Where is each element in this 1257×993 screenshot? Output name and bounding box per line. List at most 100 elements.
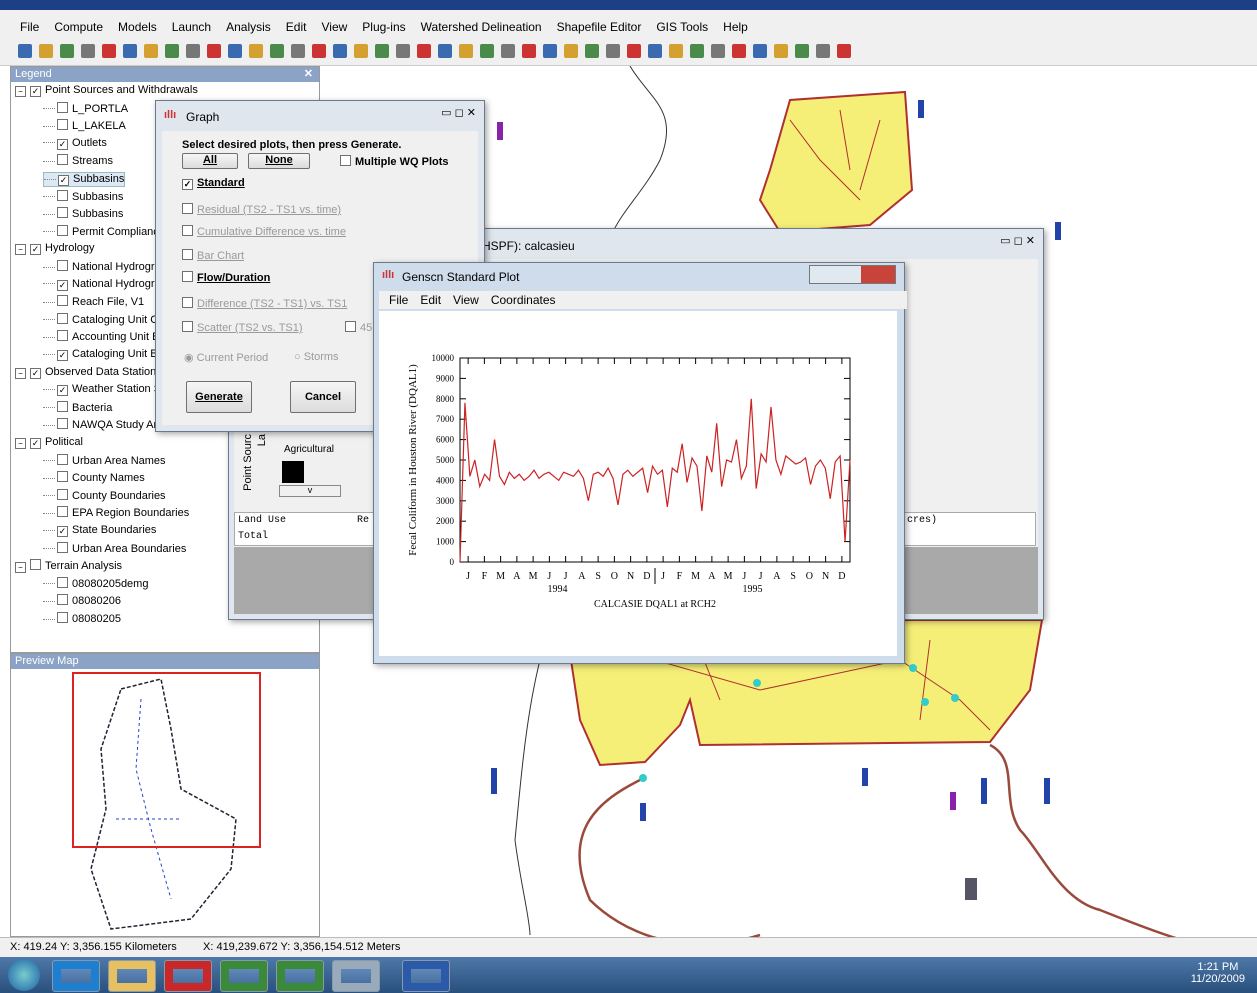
checkbox[interactable]: [57, 312, 68, 324]
legend-item[interactable]: Permit Compliance S: [43, 224, 175, 238]
checkbox[interactable]: ✓: [57, 350, 68, 361]
generate-button[interactable]: Generate: [186, 381, 252, 413]
tool-icon[interactable]: [522, 44, 536, 58]
task-button[interactable]: [52, 960, 100, 992]
checkbox[interactable]: [57, 119, 68, 131]
window-controls[interactable]: ▭ ◻ ✕: [1000, 235, 1035, 247]
legend-item[interactable]: Subbasins: [43, 189, 123, 203]
window-controls[interactable]: [809, 265, 896, 284]
checkbox[interactable]: [57, 612, 68, 623]
checkbox[interactable]: ✓: [30, 244, 41, 256]
tool-icon[interactable]: [417, 44, 431, 58]
checkbox[interactable]: [57, 471, 68, 483]
tab[interactable]: La: [256, 434, 268, 447]
legend-item[interactable]: 08080205: [43, 612, 121, 625]
checkbox[interactable]: ✓: [58, 175, 69, 186]
tool-icon[interactable]: [60, 44, 74, 58]
expander[interactable]: −: [15, 562, 26, 574]
tool-icon[interactable]: [711, 44, 725, 58]
checkbox[interactable]: [57, 541, 68, 553]
legend-item[interactable]: Bacteria: [43, 400, 112, 414]
checkbox[interactable]: [57, 189, 68, 201]
tool-icon[interactable]: [270, 44, 284, 58]
menu-item[interactable]: Launch: [171, 20, 212, 34]
tool-icon[interactable]: [753, 44, 767, 58]
menu-item[interactable]: Watershed Delineation: [420, 20, 542, 34]
checkbox[interactable]: ✓: [57, 138, 68, 150]
checkbox[interactable]: [57, 260, 68, 271]
checkbox[interactable]: [57, 576, 68, 588]
task-button[interactable]: [108, 960, 156, 992]
checkbox[interactable]: [57, 101, 68, 113]
checkbox[interactable]: [57, 506, 68, 518]
all-button[interactable]: All: [182, 153, 238, 169]
expander[interactable]: −: [15, 438, 26, 449]
checkbox[interactable]: [57, 594, 68, 606]
legend-item[interactable]: Urban Area Boundaries: [43, 541, 186, 555]
checkbox[interactable]: [30, 559, 41, 571]
plot-option[interactable]: Flow/Duration: [182, 271, 270, 284]
tool-icon[interactable]: [816, 44, 830, 58]
tool-icon[interactable]: [291, 44, 305, 58]
tool-icon[interactable]: [732, 44, 746, 58]
checkbox[interactable]: ✓: [30, 367, 41, 379]
multiple-checkbox[interactable]: Multiple WQ Plots: [340, 155, 449, 168]
tool-icon[interactable]: [165, 44, 179, 58]
tool-icon[interactable]: [459, 44, 473, 58]
checkbox[interactable]: [57, 453, 68, 465]
legend-item[interactable]: National Hydrograp: [43, 260, 167, 273]
task-button[interactable]: [332, 960, 380, 992]
start-button[interactable]: [8, 959, 40, 991]
none-button[interactable]: None: [248, 153, 310, 169]
legend-item[interactable]: Urban Area Names: [43, 453, 166, 467]
expander[interactable]: −: [15, 367, 26, 379]
legend-item[interactable]: Reach File, V1: [43, 295, 144, 308]
tab[interactable]: Point Sourc: [242, 434, 254, 491]
legend-item[interactable]: Accounting Unit Bou: [43, 330, 172, 343]
menu-item[interactable]: Edit: [285, 20, 307, 34]
menu-item[interactable]: Edit: [420, 293, 442, 307]
tool-icon[interactable]: [774, 44, 788, 58]
checkbox[interactable]: ✓: [57, 279, 68, 291]
close[interactable]: ✕: [303, 68, 313, 80]
tool-icon[interactable]: [354, 44, 368, 58]
tool-icon[interactable]: [375, 44, 389, 58]
menu-item[interactable]: View: [321, 20, 348, 34]
checkbox[interactable]: [57, 418, 68, 430]
menu-item[interactable]: GIS Tools: [656, 20, 709, 34]
radio[interactable]: ◉ Current Period: [184, 352, 269, 364]
expander[interactable]: −: [15, 244, 26, 256]
task-button[interactable]: [402, 960, 450, 992]
tool-icon[interactable]: [837, 44, 851, 58]
checkbox[interactable]: [57, 207, 68, 219]
legend-item[interactable]: ✓ Subbasins: [43, 172, 126, 187]
checkbox[interactable]: ✓: [57, 385, 68, 397]
tool-icon[interactable]: [39, 44, 53, 58]
tool-icon[interactable]: [207, 44, 221, 58]
legend-item[interactable]: 08080206: [43, 594, 121, 607]
checkbox[interactable]: [57, 154, 68, 166]
menu-item[interactable]: Help: [723, 20, 748, 34]
task-button[interactable]: [276, 960, 324, 992]
tool-icon[interactable]: [627, 44, 641, 58]
menu-item[interactable]: File: [389, 293, 409, 307]
tool-icon[interactable]: [690, 44, 704, 58]
checkbox[interactable]: [57, 224, 68, 236]
tool-icon[interactable]: [669, 44, 683, 58]
plot-option[interactable]: ✓ Standard: [182, 177, 245, 190]
tool-icon[interactable]: [18, 44, 32, 58]
tool-icon[interactable]: [585, 44, 599, 58]
legend-item[interactable]: ✓ State Boundaries: [43, 524, 156, 537]
legend-item[interactable]: ✓ Outlets: [43, 137, 107, 150]
window-controls[interactable]: ▭ ◻ ✕: [441, 107, 476, 119]
tool-icon[interactable]: [396, 44, 410, 58]
menu-item[interactable]: Plug-ins: [362, 20, 406, 34]
checkbox[interactable]: [57, 400, 68, 412]
tool-icon[interactable]: [501, 44, 515, 58]
cancel-button[interactable]: Cancel: [290, 381, 356, 413]
tool-icon[interactable]: [186, 44, 200, 58]
menu-item[interactable]: View: [453, 293, 479, 307]
tool-icon[interactable]: [480, 44, 494, 58]
legend-item[interactable]: L_PORTLA: [43, 101, 128, 115]
menu-item[interactable]: Shapefile Editor: [556, 20, 642, 34]
